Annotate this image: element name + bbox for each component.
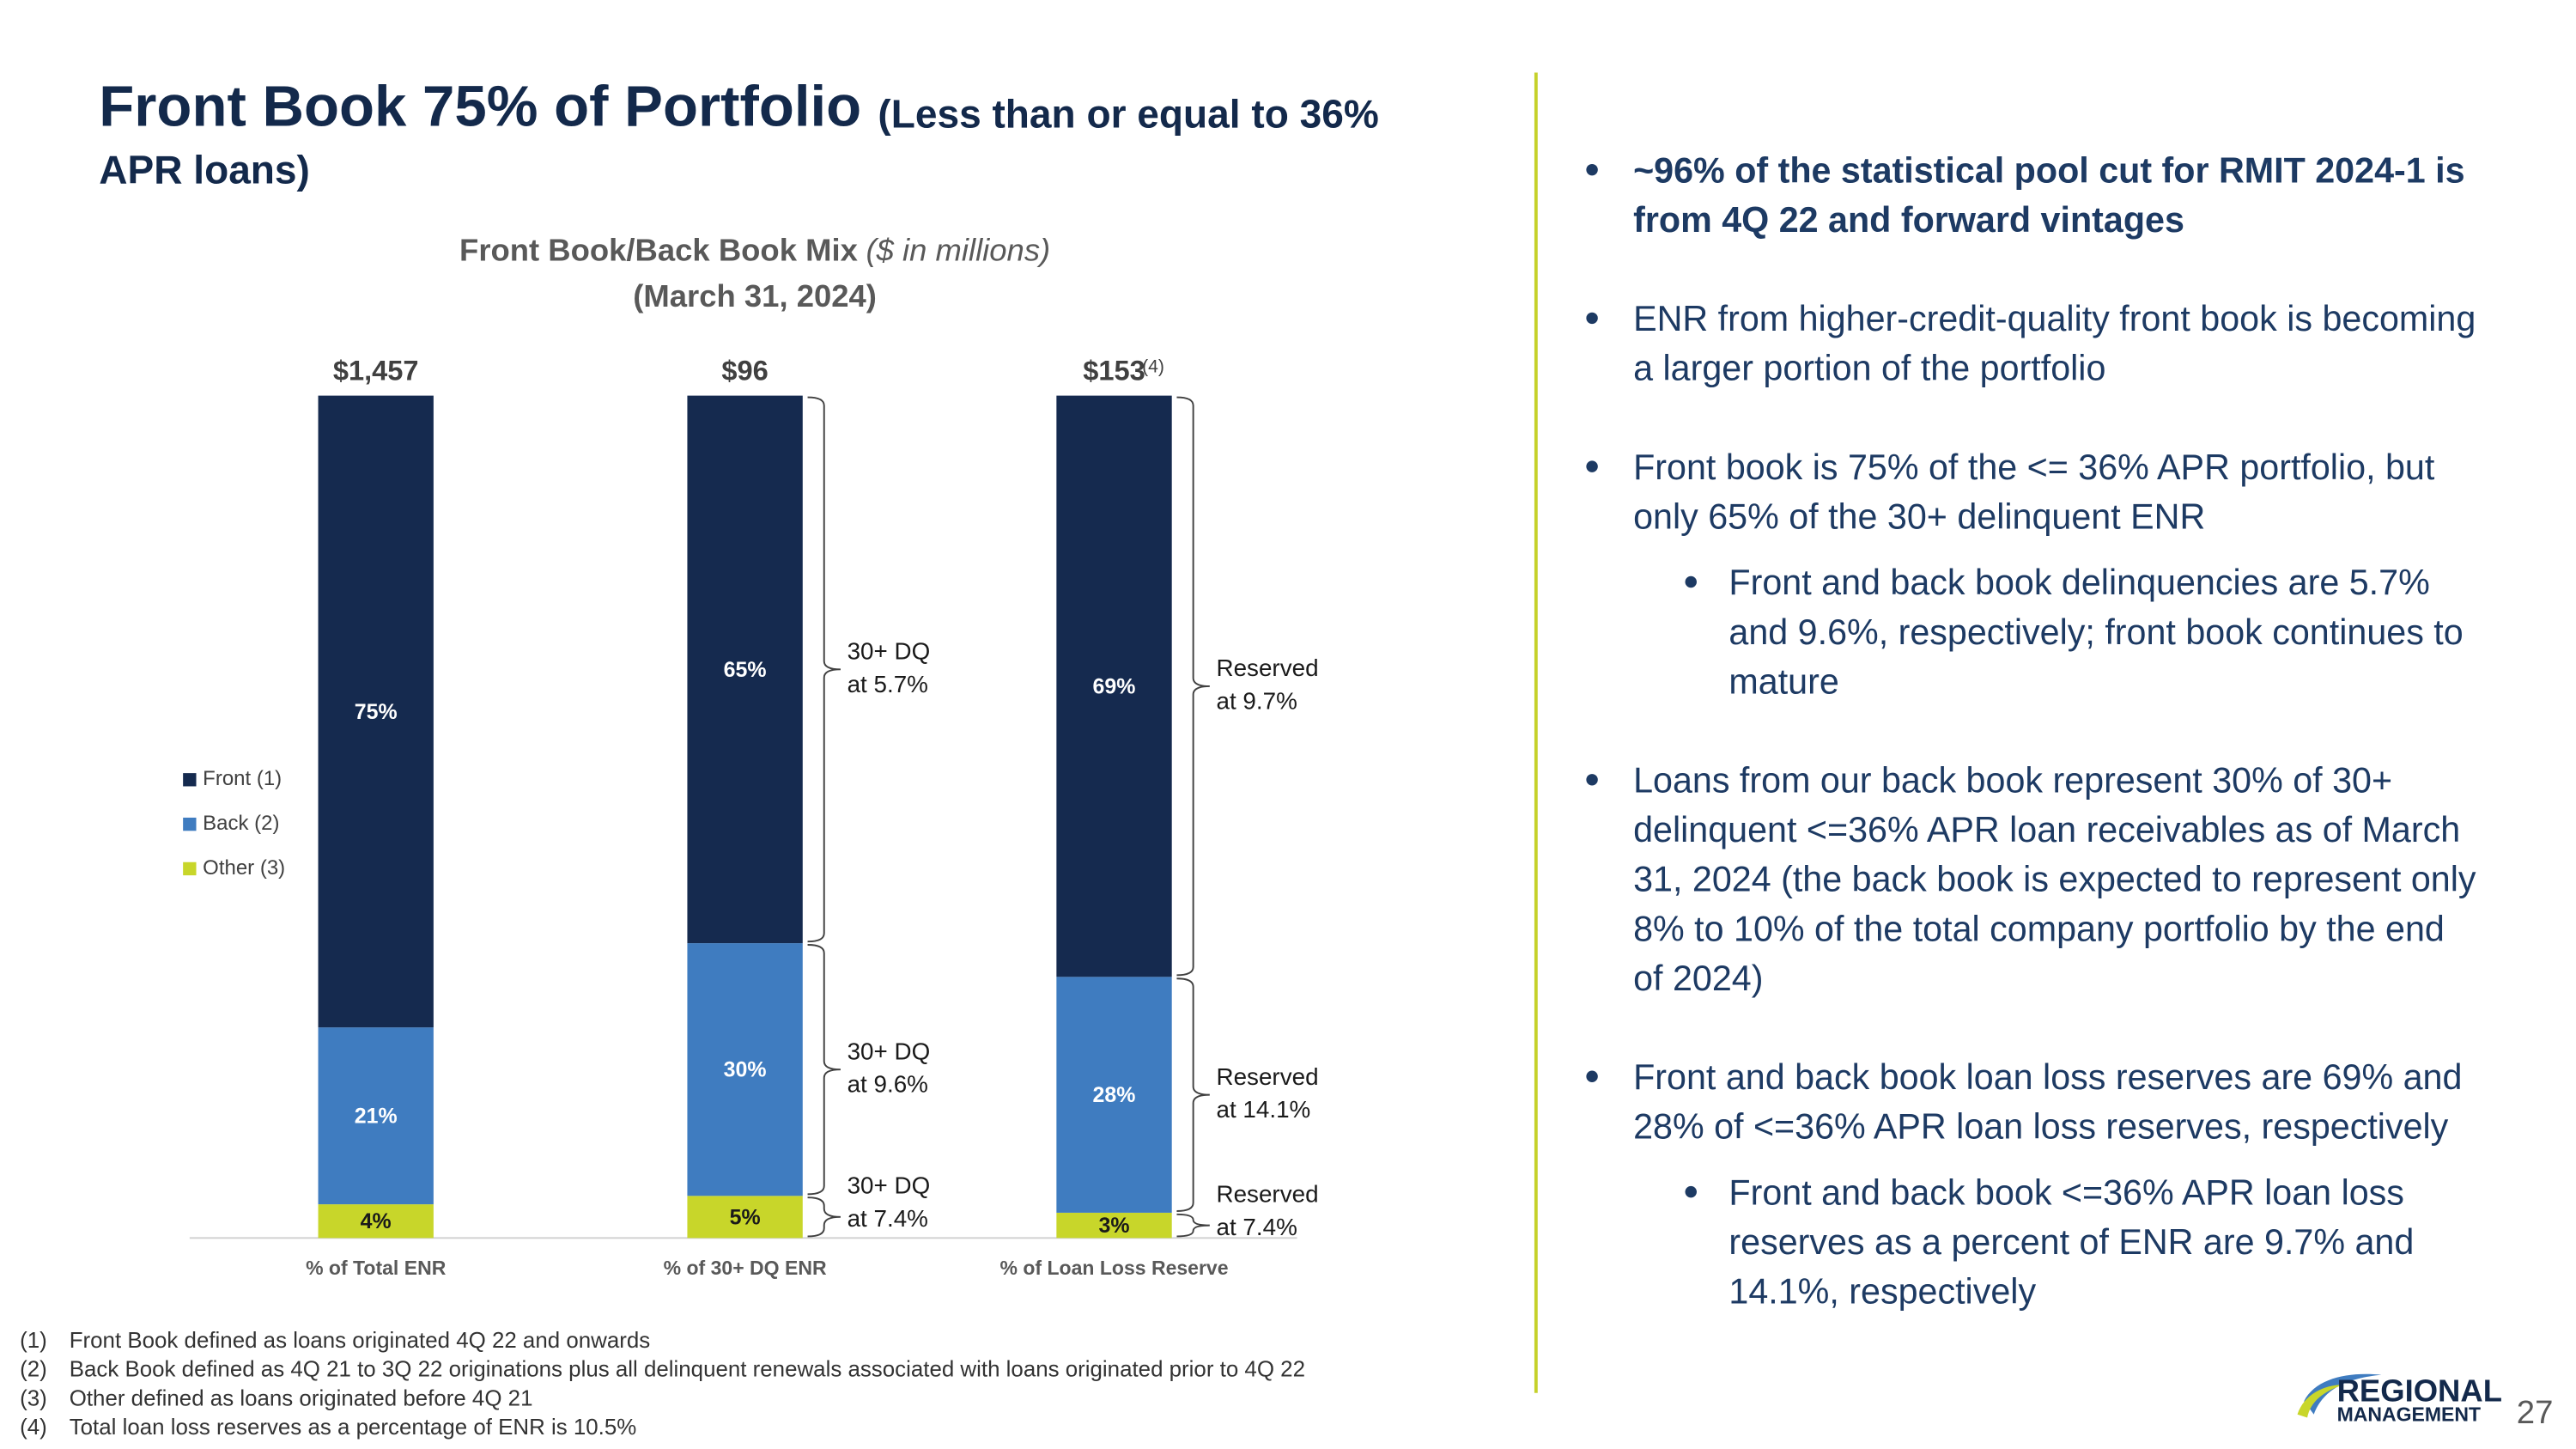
total-label: $153 [1083, 354, 1145, 386]
bar-segment [1056, 977, 1172, 1213]
bullet-text: ENR from higher-credit-quality front boo… [1633, 299, 2476, 338]
logo-text: REGIONAL [2337, 1373, 2502, 1408]
footnote-text: Front Book defined as loans originated 4… [70, 1329, 651, 1353]
x-tick-label: % of 30+ DQ ENR [664, 1257, 827, 1279]
legend-swatch [183, 861, 197, 876]
legend-label: Front (1) [203, 767, 282, 790]
bracket-label: at 9.7% [1217, 688, 1297, 715]
logo-swoosh [2304, 1373, 2382, 1415]
value-label: 28% [1093, 1083, 1136, 1107]
value-label: 5% [730, 1205, 761, 1229]
bullet-text: a larger portion of the portfolio [1633, 349, 2105, 388]
slide-title-note: (Less than or equal to 36% [878, 91, 1378, 136]
chart-title: Front Book/Back Book Mix [459, 232, 858, 267]
bullet-text: Front and back book loan loss reserves a… [1633, 1057, 2462, 1097]
total-label: $1,457 [333, 354, 419, 386]
value-label: 21% [355, 1105, 398, 1129]
footnote-text: Total loan loss reserves as a percentage… [70, 1416, 637, 1440]
bullet-text: 31, 2024 (the back book is expected to r… [1633, 860, 2476, 899]
legend-label: Other (3) [203, 856, 285, 880]
bracket-label: at 14.1% [1217, 1096, 1311, 1123]
sub-bullet-text: Front and back book delinquencies are 5.… [1728, 563, 2429, 602]
logo-swoosh-accent [2297, 1385, 2344, 1418]
slide-title: Front Book 75% of Portfolio [99, 74, 861, 138]
x-tick-label: % of Total ENR [306, 1257, 447, 1279]
bullet-text: 8% to 10% of the total company portfolio… [1633, 909, 2445, 948]
bullet-dot [1586, 163, 1598, 176]
value-label: 65% [724, 658, 767, 682]
value-label: 69% [1093, 674, 1136, 698]
legend-label: Back (2) [203, 812, 279, 835]
bullet-text: Front book is 75% of the <= 36% APR port… [1633, 447, 2435, 487]
bullet-text: only 65% of the 30+ delinquent ENR [1633, 496, 2205, 536]
footnote-marker: (4) [20, 1416, 47, 1440]
bar-segment [687, 1196, 803, 1239]
sub-bullet-dot [1685, 575, 1697, 588]
footnote-text: Other defined as loans originated before… [70, 1386, 533, 1410]
bracket-label: Reserved [1217, 1063, 1319, 1090]
chart-title-note: ($ in millions) [866, 232, 1050, 267]
bracket-label: at 7.4% [848, 1205, 928, 1232]
bar-segment [318, 1204, 434, 1239]
value-label: 30% [724, 1058, 767, 1082]
sub-bullet-text: 14.1%, respectively [1728, 1271, 2036, 1311]
footnote-marker: (1) [20, 1329, 47, 1353]
bar-segment [687, 395, 803, 944]
sub-bullet-text: mature [1728, 661, 1838, 701]
value-label: 3% [1098, 1214, 1129, 1238]
legend-swatch [183, 773, 197, 787]
slide-title-note: APR loans) [99, 148, 310, 192]
bracket [1176, 1213, 1210, 1238]
legend-swatch [183, 817, 197, 831]
bullet-text: delinquent <=36% APR loan receivables as… [1633, 810, 2460, 849]
footnote-marker: (3) [20, 1386, 47, 1410]
chart-subtitle: (March 31, 2024) [633, 278, 877, 314]
total-note: (4) [1142, 357, 1164, 377]
bar-segment [1056, 1212, 1172, 1239]
bullet-text: from 4Q 22 and forward vintages [1633, 200, 2184, 240]
bracket [807, 944, 841, 1196]
bracket-label: Reserved [1217, 1180, 1319, 1207]
x-tick-label: % of Loan Loss Reserve [999, 1257, 1228, 1279]
sub-bullet-text: and 9.6%, respectively; front book conti… [1728, 612, 2463, 652]
bracket-label: 30+ DQ [848, 1172, 931, 1199]
footnote-marker: (2) [20, 1358, 47, 1382]
bracket-label: Reserved [1217, 654, 1319, 681]
bullet-dot [1586, 774, 1598, 786]
footnote-text: Back Book defined as 4Q 21 to 3Q 22 orig… [70, 1358, 1305, 1382]
total-label: $96 [721, 354, 768, 386]
bracket-label: at 9.6% [848, 1071, 928, 1098]
value-label: 4% [361, 1209, 392, 1233]
bullet-text: of 2024) [1633, 959, 1763, 998]
logo-text: MANAGEMENT [2337, 1403, 2482, 1426]
bullet-dot [1586, 312, 1598, 325]
bracket [807, 1196, 841, 1238]
bracket-label: 30+ DQ [848, 1038, 931, 1064]
bracket [1176, 396, 1210, 977]
bar-segment [1056, 395, 1172, 977]
bracket [1176, 977, 1210, 1212]
bracket-label: 30+ DQ [848, 638, 931, 665]
page-number: 27 [2517, 1394, 2554, 1431]
bullet-dot [1586, 460, 1598, 472]
sub-bullet-text: reserves as a percent of ENR are 9.7% an… [1728, 1222, 2414, 1262]
bullet-text: ~96% of the statistical pool cut for RMI… [1633, 150, 2464, 190]
bar-segment [318, 1027, 434, 1205]
bar-segment [318, 395, 434, 1028]
bullet-text: 28% of <=36% APR loan loss reserves, res… [1633, 1107, 2449, 1147]
value-label: 75% [355, 700, 398, 724]
bar-segment [687, 943, 803, 1196]
bracket-label: at 5.7% [848, 671, 928, 697]
sub-bullet-dot [1685, 1185, 1697, 1198]
bullet-text: Loans from our back book represent 30% o… [1633, 761, 2392, 801]
bullet-dot [1586, 1070, 1598, 1082]
bracket [807, 396, 841, 943]
bracket-label: at 7.4% [1217, 1214, 1297, 1240]
sub-bullet-text: Front and back book <=36% APR loan loss [1728, 1172, 2404, 1212]
